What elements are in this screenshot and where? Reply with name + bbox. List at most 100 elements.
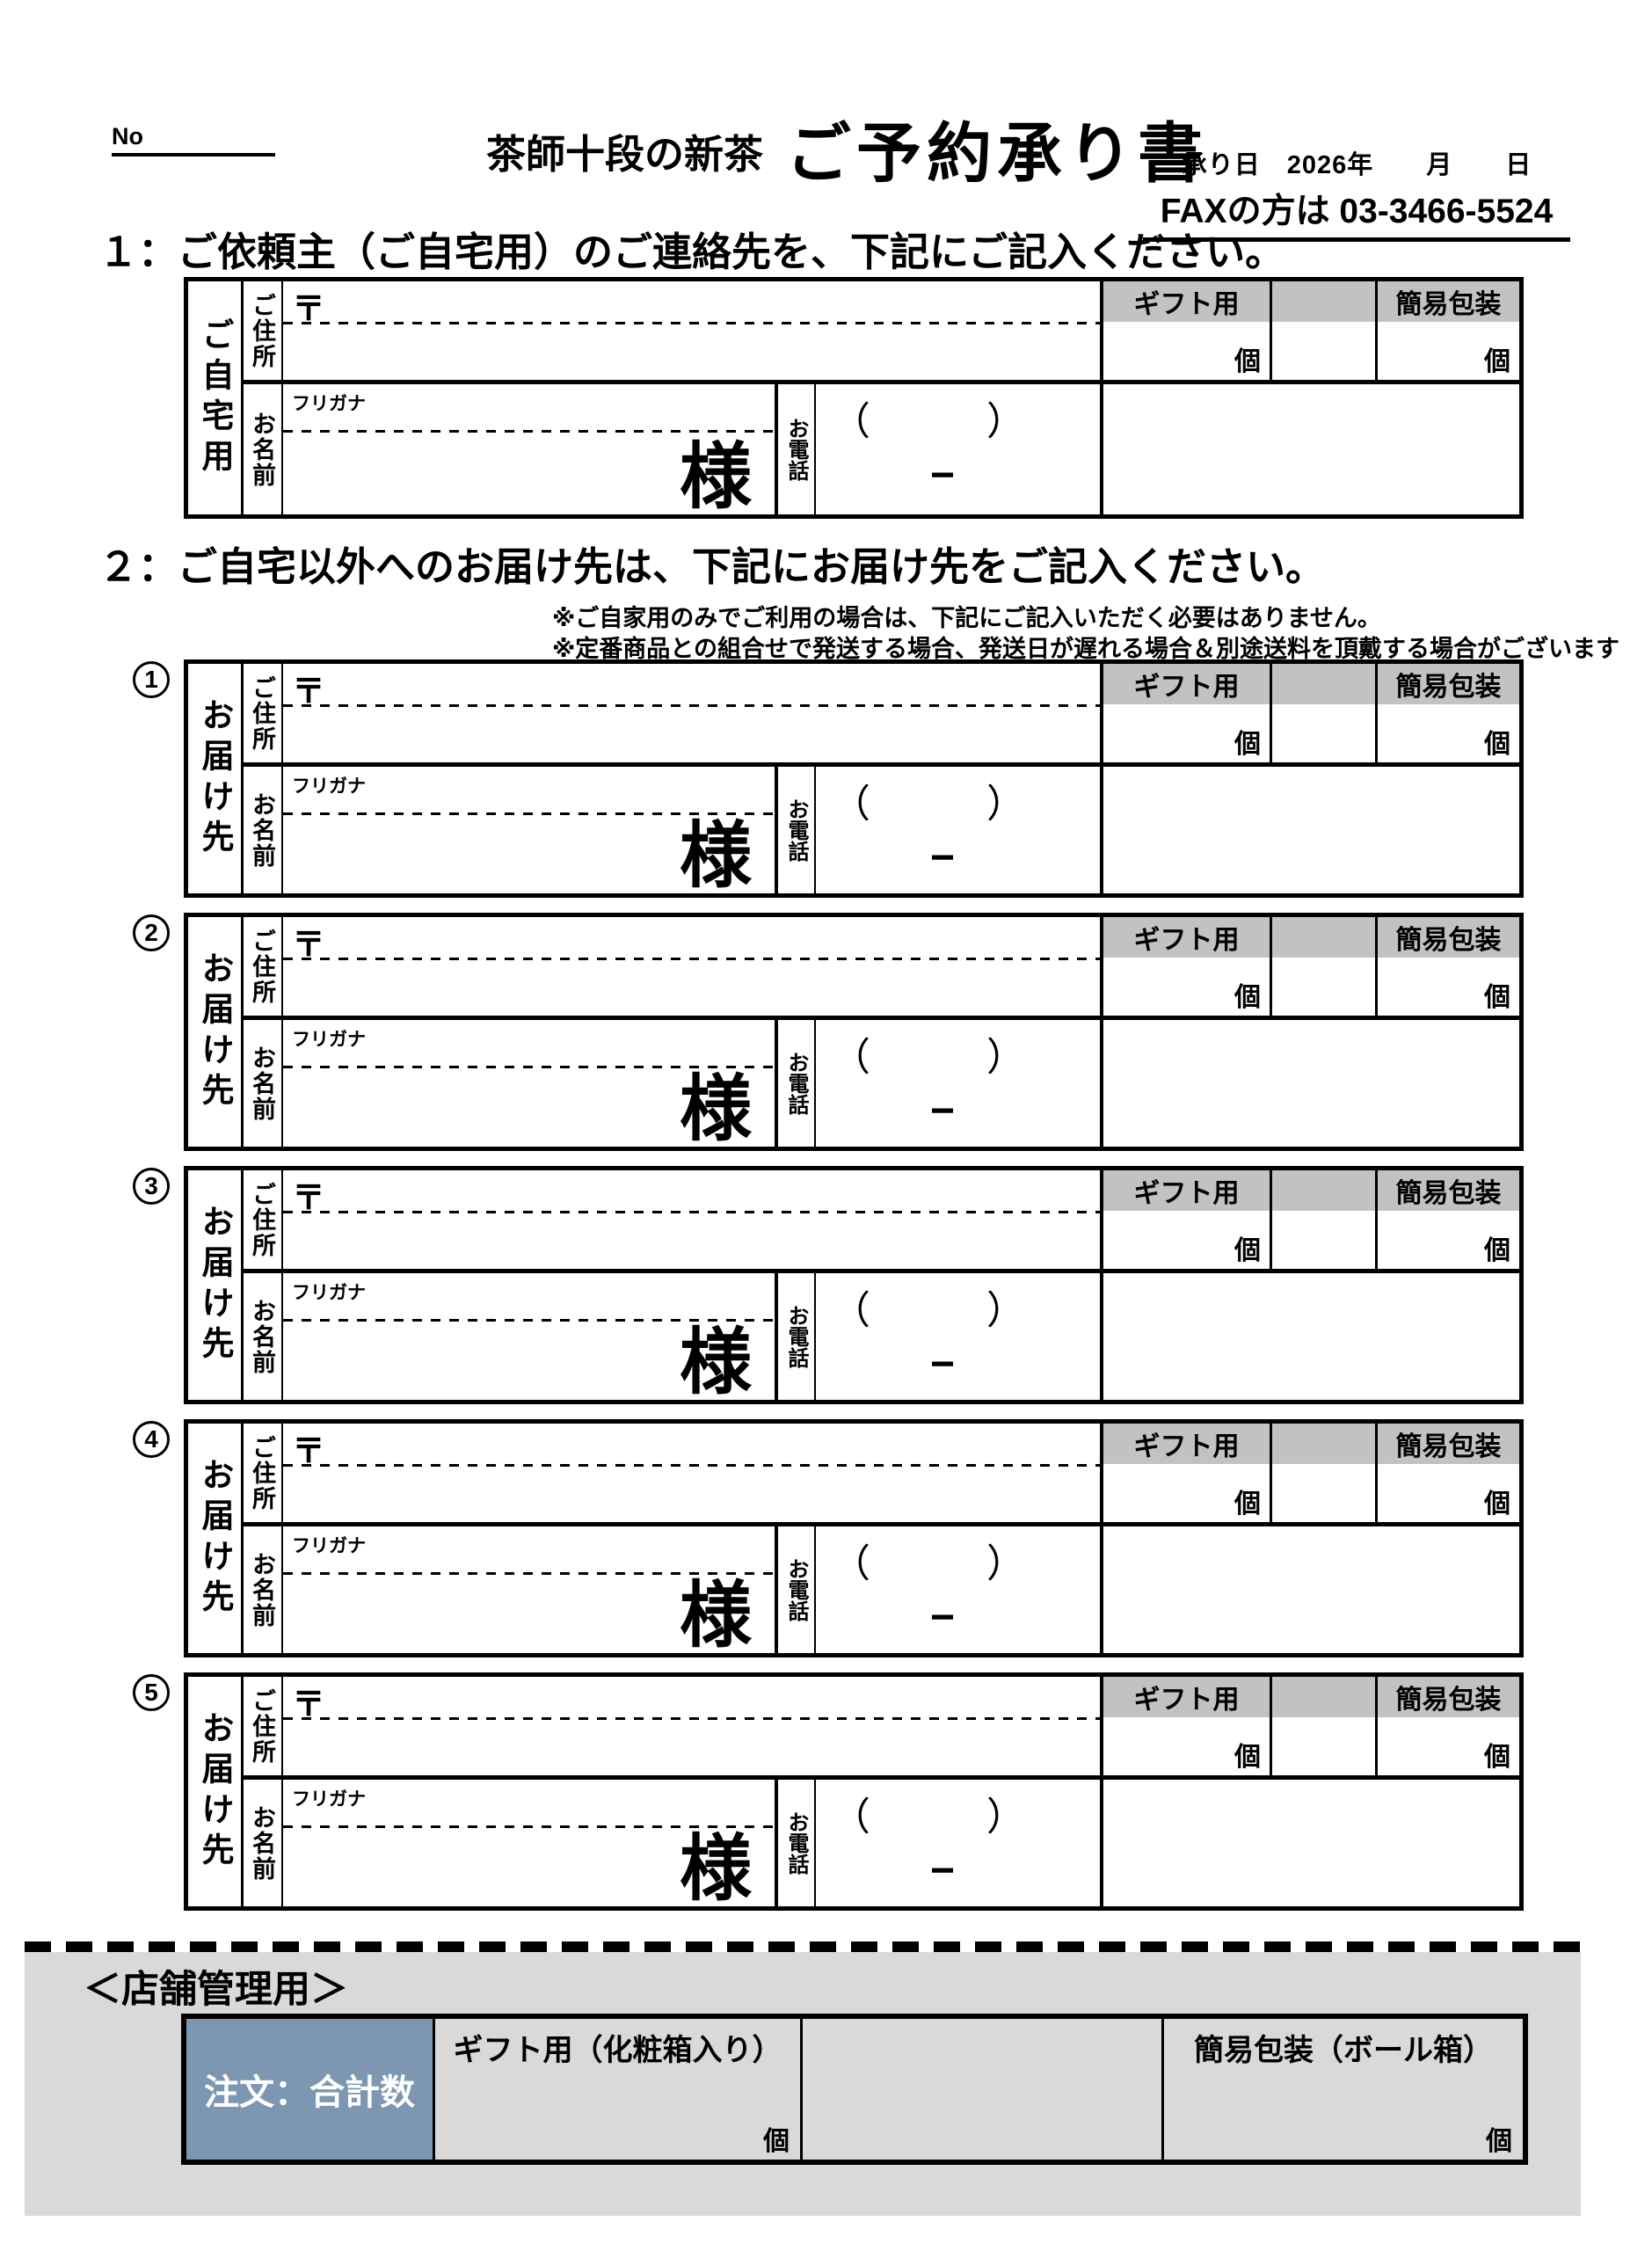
gift-count-cell[interactable]: ギフト用 個 xyxy=(1103,917,1272,1020)
name-input-cell[interactable]: フリガナ 様 xyxy=(283,1526,778,1653)
simple-wrap-count-cell[interactable]: 簡易包装 個 xyxy=(1378,1170,1519,1273)
name-label: お名前 xyxy=(244,1780,283,1906)
phone-input-cell[interactable]: （ ） − xyxy=(816,1780,1103,1906)
phone-input-cell[interactable]: （ ） − xyxy=(816,767,1103,893)
middle-header xyxy=(1272,1677,1375,1717)
phone-parentheses: （ ） xyxy=(832,1796,1025,1839)
middle-header xyxy=(1272,664,1375,704)
gift-unit-label: 個 xyxy=(1234,1490,1261,1519)
simple-wrap-unit-label: 個 xyxy=(1484,730,1510,759)
middle-count-cell[interactable] xyxy=(1272,664,1378,767)
phone-input-cell[interactable]: （ ） − xyxy=(816,1526,1103,1653)
gift-header: ギフト用 xyxy=(1103,281,1270,322)
circled-number: 5 xyxy=(133,1674,170,1711)
phone-parentheses: （ ） xyxy=(832,1289,1025,1332)
simple-wrap-count-cell[interactable]: 簡易包装 個 xyxy=(1378,1677,1519,1780)
address-dash-line xyxy=(283,1717,1100,1720)
simple-wrap-header: 簡易包装 xyxy=(1378,1170,1519,1211)
store-wrap-label: 簡易包装（ボール箱） xyxy=(1194,2034,1493,2067)
order-total-header: 注文：合計数 xyxy=(186,2019,435,2160)
address-input-cell[interactable]: 〒 xyxy=(283,917,1103,1020)
memo-cell[interactable] xyxy=(1103,767,1519,893)
name-input-cell[interactable]: フリガナ 様 xyxy=(283,1273,778,1400)
middle-count-cell[interactable] xyxy=(1272,1170,1378,1273)
furigana-label: フリガナ xyxy=(292,776,366,797)
form-table: お届け先 ご住所 〒 ギフト用 個 簡易包装 個 お名前 フリガナ 様 xyxy=(184,659,1524,898)
gift-count-cell[interactable]: ギフト用 個 xyxy=(1103,1170,1272,1273)
furigana-dash-line xyxy=(283,430,775,433)
home-address-block-host: ご自宅用 ご住所 〒 ギフト用 個 簡易包装 個 お名前 フリガナ 様 xyxy=(184,277,1524,519)
name-input-cell[interactable]: フリガナ 様 xyxy=(283,1020,778,1147)
title-main: ご予約承り書 xyxy=(786,116,1209,192)
address-dash-line xyxy=(283,958,1100,960)
gift-count-cell[interactable]: ギフト用 個 xyxy=(1103,1677,1272,1780)
store-gift-count-cell[interactable]: ギフト用（化粧箱入り） 個 xyxy=(435,2019,803,2160)
gift-header: ギフト用 xyxy=(1103,917,1270,958)
simple-wrap-count-cell[interactable]: 簡易包装 個 xyxy=(1378,664,1519,767)
gift-count-cell[interactable]: ギフト用 個 xyxy=(1103,1424,1272,1526)
form-table: お届け先 ご住所 〒 ギフト用 個 簡易包装 個 お名前 フリガナ 様 xyxy=(184,913,1524,1151)
honorific-sama: 様 xyxy=(679,812,752,898)
phone-input-cell[interactable]: （ ） − xyxy=(816,384,1103,514)
simple-wrap-count-cell[interactable]: 簡易包装 個 xyxy=(1378,281,1519,384)
furigana-label: フリガナ xyxy=(292,1789,366,1810)
simple-wrap-header: 簡易包装 xyxy=(1378,1424,1519,1464)
address-input-cell[interactable]: 〒 xyxy=(283,281,1103,384)
middle-count-cell[interactable] xyxy=(1272,281,1378,384)
simple-wrap-count-cell[interactable]: 簡易包装 個 xyxy=(1378,917,1519,1020)
middle-count-cell[interactable] xyxy=(1272,917,1378,1020)
phone-hyphen: − xyxy=(930,1088,956,1134)
address-input-cell[interactable]: 〒 xyxy=(283,664,1103,767)
phone-input-cell[interactable]: （ ） − xyxy=(816,1020,1103,1147)
form-block: 2 お届け先 ご住所 〒 ギフト用 個 簡易包装 個 お名前 フリガナ xyxy=(133,913,1524,1151)
simple-wrap-count-cell[interactable]: 簡易包装 個 xyxy=(1378,1424,1519,1526)
store-summary-table: 注文：合計数 ギフト用（化粧箱入り） 個 簡易包装（ボール箱） 個 xyxy=(181,2014,1528,2165)
middle-count-cell[interactable] xyxy=(1272,1677,1378,1780)
phone-hyphen: − xyxy=(930,452,956,499)
store-wrap-count-cell[interactable]: 簡易包装（ボール箱） 個 xyxy=(1164,2019,1523,2160)
address-label: ご住所 xyxy=(244,917,283,1020)
no-field[interactable]: No xyxy=(112,123,275,157)
form-block: 4 お届け先 ご住所 〒 ギフト用 個 簡易包装 個 お名前 フリガナ xyxy=(133,1419,1524,1657)
store-section-dashed-divider xyxy=(25,1941,1581,1952)
honorific-sama: 様 xyxy=(679,433,752,519)
furigana-dash-line xyxy=(283,1572,775,1575)
middle-header xyxy=(1272,1424,1375,1464)
store-middle-cell[interactable] xyxy=(803,2019,1164,2160)
address-input-cell[interactable]: 〒 xyxy=(283,1424,1103,1526)
form-table: お届け先 ご住所 〒 ギフト用 個 簡易包装 個 お名前 フリガナ 様 xyxy=(184,1166,1524,1404)
phone-parentheses: （ ） xyxy=(832,783,1025,826)
phone-input-cell[interactable]: （ ） − xyxy=(816,1273,1103,1400)
furigana-label: フリガナ xyxy=(292,1030,366,1050)
furigana-dash-line xyxy=(283,1825,775,1828)
block-owner-label: お届け先 xyxy=(188,1424,244,1653)
gift-count-cell[interactable]: ギフト用 個 xyxy=(1103,664,1272,767)
name-input-cell[interactable]: フリガナ 様 xyxy=(283,1780,778,1906)
phone-hyphen: − xyxy=(930,1594,956,1641)
address-label: ご住所 xyxy=(244,281,283,384)
circled-number: 1 xyxy=(133,661,170,698)
memo-cell[interactable] xyxy=(1103,1020,1519,1147)
gift-unit-label: 個 xyxy=(1234,347,1261,376)
page-title: 茶師十段の新茶 ご予約承り書 xyxy=(486,121,1208,186)
section1-heading: １：ご依頼主（ご自宅用）のご連絡先を、下記にご記入ください。 xyxy=(98,229,1285,274)
gift-unit-label: 個 xyxy=(1234,730,1261,759)
middle-count-cell[interactable] xyxy=(1272,1424,1378,1526)
gift-header: ギフト用 xyxy=(1103,1424,1270,1464)
name-input-cell[interactable]: フリガナ 様 xyxy=(283,384,778,514)
store-section-heading: ＜店舗管理用＞ xyxy=(84,1969,348,2011)
gift-count-cell[interactable]: ギフト用 個 xyxy=(1103,281,1272,384)
block-owner-label-text: お届け先 xyxy=(197,951,233,1113)
name-input-cell[interactable]: フリガナ 様 xyxy=(283,767,778,893)
memo-cell[interactable] xyxy=(1103,1780,1519,1906)
memo-cell[interactable] xyxy=(1103,1273,1519,1400)
accepted-date-line[interactable]: 承り日 2026年 月 日 xyxy=(1181,151,1532,179)
memo-cell[interactable] xyxy=(1103,384,1519,514)
simple-wrap-unit-label: 個 xyxy=(1484,1236,1510,1265)
address-input-cell[interactable]: 〒 xyxy=(283,1170,1103,1273)
address-input-cell[interactable]: 〒 xyxy=(283,1677,1103,1780)
circled-number: 3 xyxy=(133,1168,170,1205)
gift-unit-label: 個 xyxy=(1234,1743,1261,1772)
gift-header: ギフト用 xyxy=(1103,664,1270,704)
memo-cell[interactable] xyxy=(1103,1526,1519,1653)
